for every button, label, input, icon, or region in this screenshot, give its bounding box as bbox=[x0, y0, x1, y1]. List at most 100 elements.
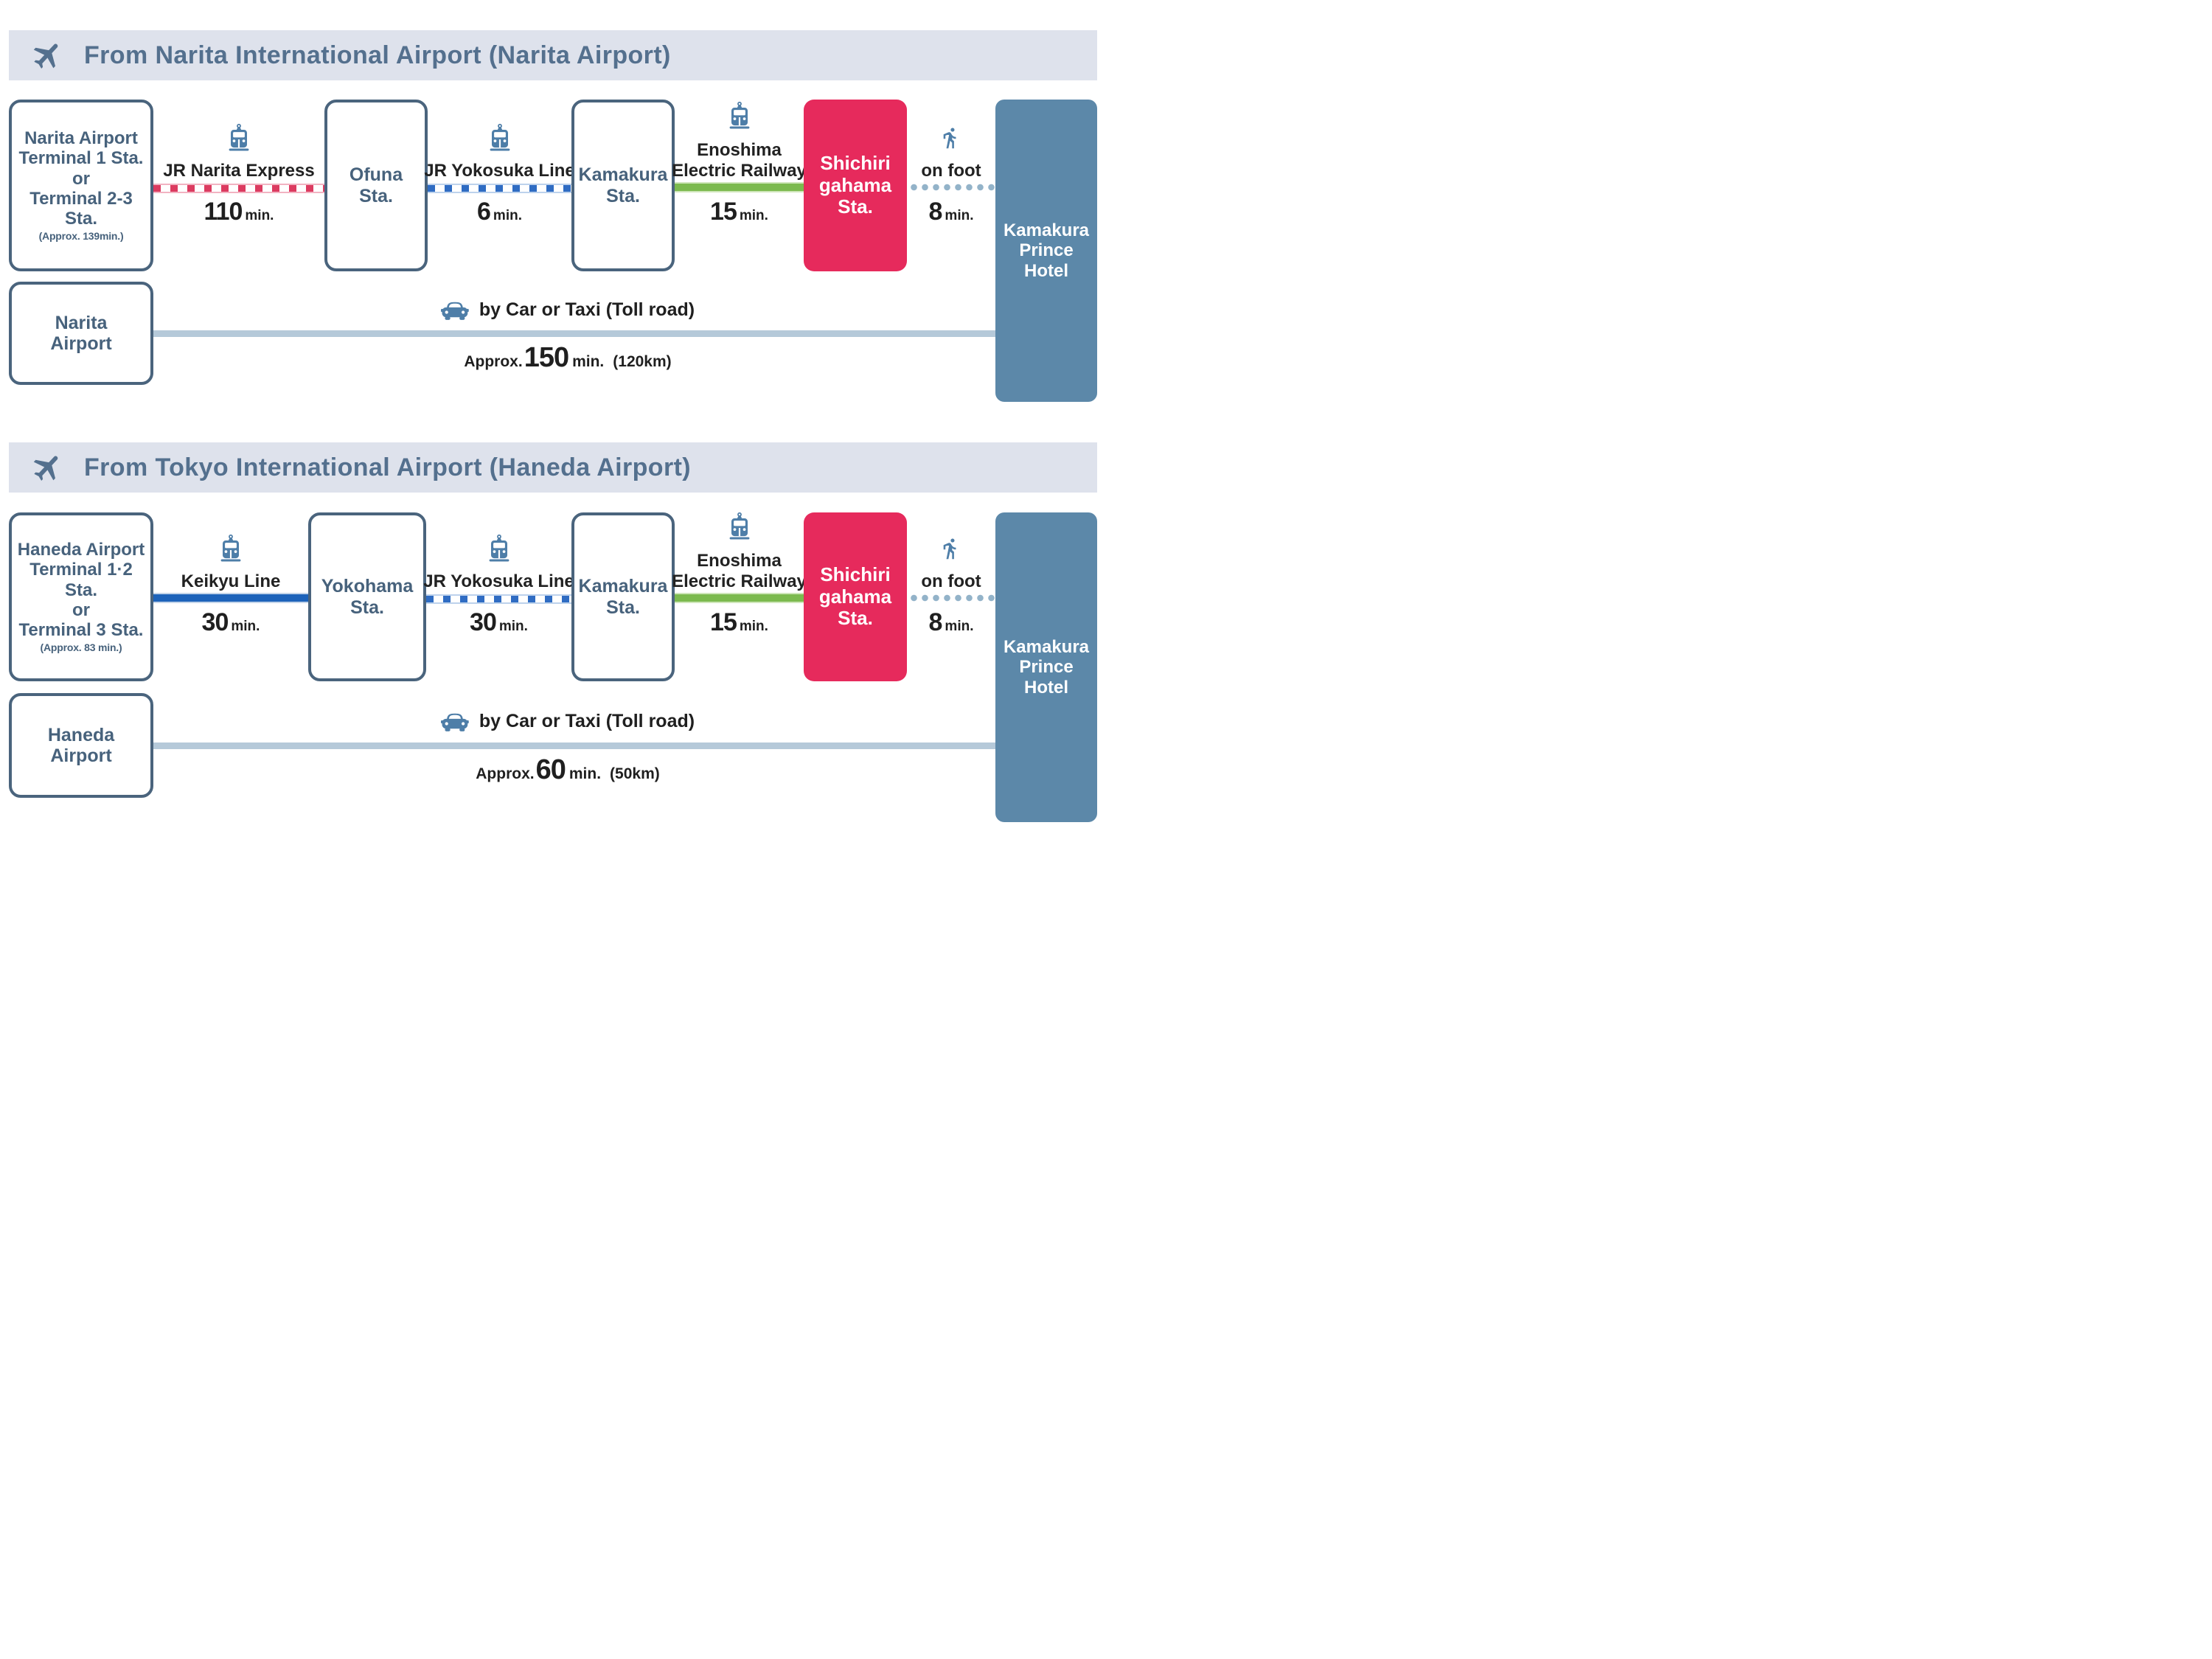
segment-jr-narita-express: JR Narita Express 110 min. bbox=[153, 92, 324, 269]
route-diagram: From Narita International Airport (Narit… bbox=[0, 0, 1106, 830]
station-name-line: Terminal 1·2 Sta. bbox=[29, 560, 133, 600]
station-box-ofuna: Ofuna Sta. bbox=[324, 100, 428, 271]
car-route-label: by Car or Taxi (Toll road) bbox=[441, 710, 695, 732]
car-icon bbox=[441, 710, 469, 732]
station-name-line: Kamakura bbox=[578, 164, 668, 186]
travel-time-unit: min. bbox=[739, 619, 768, 634]
travel-time-value: 110 bbox=[204, 198, 243, 226]
station-box-haneda-terminals: Haneda Airport Terminal 1·2 Sta. or Term… bbox=[9, 512, 153, 681]
train-icon bbox=[227, 123, 251, 153]
travel-time-value: 15 bbox=[710, 198, 737, 226]
line-name-line1: Enoshima bbox=[697, 551, 782, 571]
station-name-line: gahama bbox=[818, 585, 892, 608]
travel-time-value: 6 bbox=[477, 198, 491, 226]
car-time-value: 60 bbox=[535, 754, 566, 785]
travel-time: 30 min. bbox=[470, 608, 528, 637]
station-name-line: Shichiri bbox=[820, 563, 891, 586]
walking-person-icon bbox=[940, 534, 963, 563]
rail-line-solid-blue bbox=[153, 594, 308, 602]
travel-time-value: 15 bbox=[710, 608, 737, 636]
segment-jr-yokosuka-line: JR Yokosuka Line 30 min. bbox=[423, 503, 574, 680]
line-name: JR Narita Express bbox=[163, 161, 315, 181]
station-name-line: Sta. bbox=[606, 597, 640, 618]
station-name-line: Sta. bbox=[350, 597, 384, 618]
segment-jr-yokosuka-line: JR Yokosuka Line 6 min. bbox=[424, 92, 575, 269]
airport-name-line: Haneda bbox=[47, 724, 115, 745]
travel-time-unit: min. bbox=[231, 619, 260, 634]
rail-line-green bbox=[675, 184, 804, 191]
segment-keikyu-line: Keikyu Line 30 min. bbox=[153, 503, 308, 680]
travel-time-unit: min. bbox=[945, 208, 974, 223]
car-route-label: by Car or Taxi (Toll road) bbox=[441, 299, 695, 321]
station-note: (Approx. 83 min.) bbox=[40, 641, 122, 653]
line-name-line2: Electric Railway bbox=[672, 161, 807, 181]
car-route-line bbox=[153, 742, 995, 749]
airplane-icon bbox=[23, 30, 73, 80]
travel-time: 30 min. bbox=[202, 608, 260, 637]
rail-line-red-dashed bbox=[153, 184, 324, 193]
haneda-section-title: From Tokyo International Airport (Haneda… bbox=[84, 453, 692, 481]
station-box-shichirigahama: Shichiri gahama Sta. bbox=[804, 512, 907, 681]
travel-time-value: 30 bbox=[470, 608, 497, 636]
station-name-line: Sta. bbox=[838, 607, 873, 630]
travel-time-unit: min. bbox=[945, 619, 974, 634]
rail-line-blue-dashed bbox=[426, 594, 571, 604]
hotel-name-line: Kamakura bbox=[1003, 220, 1090, 241]
station-name-line: Haneda Airport bbox=[17, 540, 145, 560]
haneda-section-header: From Tokyo International Airport (Haneda… bbox=[9, 442, 1097, 493]
train-icon bbox=[487, 534, 511, 563]
airplane-icon bbox=[23, 442, 73, 493]
station-name-line: Terminal 1 Sta. bbox=[18, 148, 144, 169]
line-name-line1: Enoshima bbox=[697, 140, 782, 161]
line-name: on foot bbox=[921, 161, 981, 181]
station-box-shichirigahama: Shichiri gahama Sta. bbox=[804, 100, 907, 271]
approx-prefix: Approx. bbox=[476, 765, 535, 782]
walking-person-icon bbox=[940, 123, 963, 153]
car-icon bbox=[441, 299, 469, 321]
walk-dotted-line bbox=[907, 184, 995, 191]
station-name-line: Ofuna bbox=[349, 164, 403, 186]
station-note: (Approx. 139min.) bbox=[38, 229, 124, 242]
travel-time: 6 min. bbox=[477, 198, 522, 226]
station-name-line: Terminal 2-3 Sta. bbox=[29, 188, 133, 229]
travel-time: 110 min. bbox=[204, 198, 274, 226]
travel-time-value: 30 bbox=[201, 608, 229, 636]
line-name: Enoshima Electric Railway bbox=[672, 551, 807, 592]
station-name-line: Narita Airport bbox=[24, 128, 138, 149]
train-icon bbox=[727, 512, 751, 541]
station-name-line: Kamakura bbox=[578, 576, 668, 597]
car-time-unit: min. bbox=[568, 765, 602, 782]
hotel-box-kamakura-prince: Kamakura Prince Hotel bbox=[995, 512, 1097, 822]
rail-line-blue-dashed bbox=[428, 184, 571, 193]
travel-time: 8 min. bbox=[929, 608, 974, 637]
car-distance: (50km) bbox=[610, 765, 660, 782]
train-icon bbox=[219, 534, 243, 563]
train-icon bbox=[727, 101, 751, 131]
travel-time-unit: min. bbox=[245, 208, 274, 223]
car-route-text: by Car or Taxi (Toll road) bbox=[479, 710, 695, 731]
hotel-name-line: Kamakura bbox=[1003, 637, 1090, 658]
narita-section-title: From Narita International Airport (Narit… bbox=[84, 41, 671, 69]
segment-enoshima-electric-railway: Enoshima Electric Railway 15 min. bbox=[672, 92, 807, 269]
hotel-name-line: Prince Hotel bbox=[1019, 657, 1074, 698]
station-name-line: Sta. bbox=[606, 185, 640, 206]
line-name: Keikyu Line bbox=[181, 571, 281, 592]
line-name: JR Yokosuka Line bbox=[424, 161, 575, 181]
rail-line-green bbox=[675, 594, 804, 602]
station-name-line: gahama bbox=[818, 173, 892, 196]
station-box-narita-terminals: Narita Airport Terminal 1 Sta. or Termin… bbox=[9, 100, 153, 271]
travel-time-value: 8 bbox=[928, 198, 943, 226]
station-name-line: or bbox=[72, 168, 90, 189]
segment-on-foot: on foot 8 min. bbox=[907, 503, 995, 680]
airport-box-narita: Narita Airport bbox=[9, 282, 153, 385]
travel-time-unit: min. bbox=[498, 619, 528, 634]
travel-time: 15 min. bbox=[710, 198, 768, 226]
airport-box-haneda: Haneda Airport bbox=[9, 693, 153, 798]
segment-on-foot: on foot 8 min. bbox=[907, 92, 995, 269]
station-box-kamakura: Kamakura Sta. bbox=[571, 512, 675, 681]
car-route-duration: Approx. 60 min. (50km) bbox=[476, 754, 660, 786]
station-name-line: Terminal 3 Sta. bbox=[18, 619, 144, 640]
station-name-line: Shichiri bbox=[820, 152, 891, 175]
train-icon bbox=[487, 123, 512, 153]
travel-time-unit: min. bbox=[739, 208, 768, 223]
